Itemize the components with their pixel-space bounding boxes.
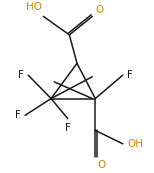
Text: F: F: [15, 110, 21, 120]
Text: O: O: [98, 160, 106, 170]
Text: F: F: [18, 70, 24, 80]
Text: F: F: [65, 123, 71, 133]
Text: F: F: [127, 70, 132, 80]
Text: OH: OH: [127, 139, 143, 149]
Text: O: O: [95, 5, 103, 15]
Text: HO: HO: [26, 2, 42, 12]
